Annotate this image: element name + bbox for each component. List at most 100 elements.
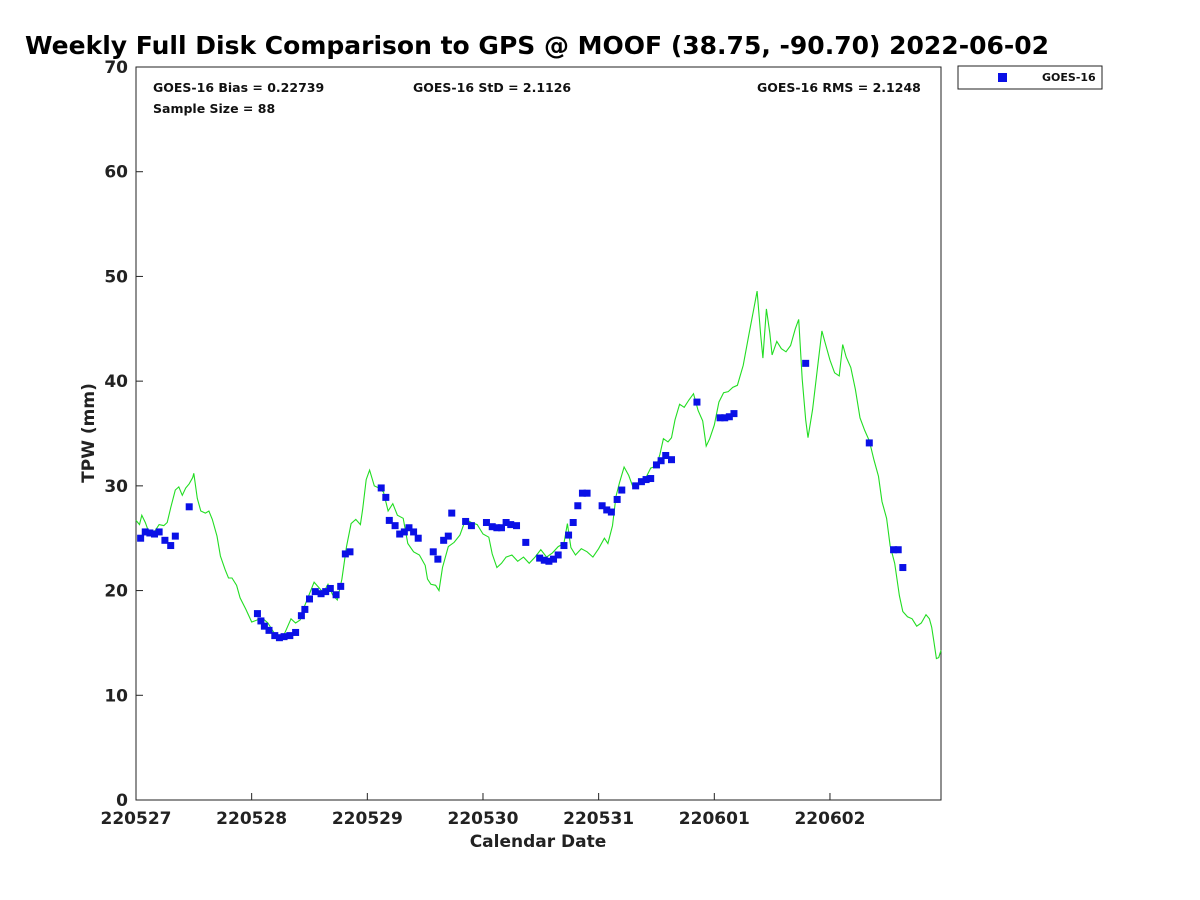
goes-16-point (578, 489, 586, 497)
goes-16-point (668, 456, 676, 464)
goes-16-point (382, 493, 390, 501)
y-tick-label: 70 (104, 58, 128, 78)
goes-16-point (385, 516, 393, 524)
goes-16-point (637, 478, 645, 486)
goes-16-point (146, 529, 154, 537)
goes-16-point (434, 555, 442, 563)
y-tick-label: 60 (104, 163, 128, 183)
goes-16-point (265, 626, 273, 634)
goes-16-point (161, 536, 169, 544)
goes-16-point (598, 502, 606, 510)
goes-16-point (583, 489, 591, 497)
goes-16-point (151, 530, 159, 538)
goes-16-point (391, 522, 399, 530)
y-tick-label: 0 (116, 791, 128, 811)
goes-16-point (569, 519, 577, 527)
goes-16-point (167, 542, 175, 550)
goes-16-point (260, 622, 268, 630)
goes-16-point (317, 590, 325, 598)
goes-16-point (405, 524, 413, 532)
std-stat: GOES-16 StD = 2.1126 (413, 80, 571, 95)
goes-16-point (730, 410, 738, 418)
goes-16-point (440, 536, 448, 544)
goes-16-point (286, 632, 294, 640)
goes-16-point (301, 605, 309, 613)
goes-16-point (346, 548, 354, 556)
y-axis-label: TPW (mm) (79, 383, 99, 483)
goes-16-point (716, 414, 724, 422)
goes-16-point (554, 551, 562, 559)
goes-16-point (545, 557, 553, 565)
goes-16-point (311, 588, 319, 596)
goes-16-point (155, 528, 163, 536)
legend: GOES-16 (957, 65, 1103, 90)
goes-16-point (507, 521, 515, 529)
goes-16-point (429, 548, 437, 556)
series-layer (135, 290, 942, 660)
goes-16-point (185, 503, 193, 511)
goes-16-point (574, 502, 582, 510)
goes-16-point (603, 506, 611, 514)
goes-16-point (899, 564, 907, 572)
axis-ticks: 0 10 20 30 40 50 60 70 220527 220528 220529 220530 2… (101, 58, 866, 829)
goes-16-point (305, 595, 313, 603)
legend-marker-goes-16 (998, 73, 1007, 82)
goes-16-point (865, 439, 873, 447)
x-tick-label: 220529 (332, 809, 403, 829)
goes-16-point (280, 633, 288, 641)
goes-16-point (448, 509, 456, 517)
goes-16-point (540, 556, 548, 564)
goes-16-point (482, 519, 490, 527)
goes-16-point (618, 486, 626, 494)
sample-size-stat: Sample Size = 88 (153, 101, 275, 116)
goes-16-point (725, 413, 733, 421)
goes-16-point (493, 524, 501, 532)
goes-16-point (565, 531, 573, 539)
goes-16-point (332, 591, 340, 599)
goes-16-point (377, 484, 385, 492)
goes-16-point (257, 617, 265, 625)
goes-16-point (137, 534, 145, 542)
goes-16-point (467, 522, 475, 530)
goes-16-point (410, 528, 418, 536)
goes-16-point (326, 584, 334, 592)
y-tick-label: 30 (104, 477, 128, 497)
goes-16-point (522, 538, 530, 546)
x-tick-label: 220530 (447, 809, 518, 829)
goes-16-point (652, 461, 660, 469)
goes-16-point (275, 634, 283, 642)
x-tick-label: 220528 (216, 809, 287, 829)
goes-16-point (536, 554, 544, 562)
x-tick-label: 220602 (794, 809, 865, 829)
goes-16-point (396, 530, 404, 538)
goes-16-point (890, 546, 898, 554)
goes-16-point (502, 519, 510, 527)
goes-16-point (894, 546, 902, 554)
x-tick-label: 220601 (679, 809, 750, 829)
gps-series-line (135, 290, 942, 660)
legend-box (957, 65, 1103, 90)
goes-16-point (337, 582, 345, 590)
goes-16-point (271, 632, 279, 640)
goes-16-point (292, 628, 300, 636)
goes-16-point (141, 528, 149, 536)
goes-16-point (642, 476, 650, 484)
legend-label-goes-16: GOES-16 (1042, 71, 1096, 84)
goes-16-point (647, 475, 655, 483)
x-axis-label: Calendar Date (470, 832, 607, 852)
goes-16-point (607, 508, 615, 516)
goes-16-point (497, 524, 505, 532)
bias-stat: GOES-16 Bias = 0.22739 (153, 80, 324, 95)
goes-16-point (462, 517, 470, 525)
goes-16-point (693, 398, 701, 406)
goes-16-point (657, 457, 665, 465)
goes-16-point (297, 612, 305, 620)
y-tick-label: 40 (104, 372, 128, 392)
goes-16-point (414, 534, 422, 542)
y-tick-label: 10 (104, 686, 128, 706)
rms-stat: GOES-16 RMS = 2.1248 (757, 80, 921, 95)
goes-16-point (632, 482, 640, 490)
goes-16-point (721, 414, 729, 422)
goes-16-point (253, 610, 261, 618)
